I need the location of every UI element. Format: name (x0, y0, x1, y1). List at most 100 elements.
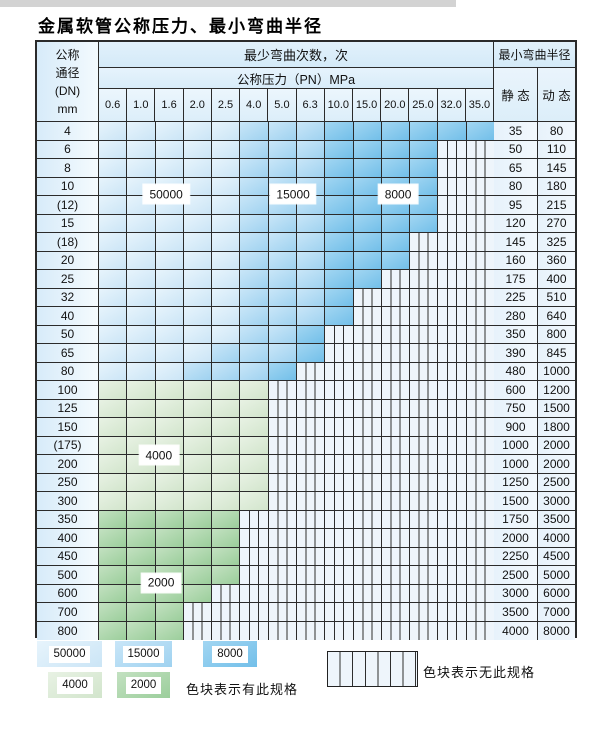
pressure-col-header: 6.3 (296, 89, 325, 121)
spec-cell-b2 (268, 344, 297, 362)
static-value-cell: 95 (494, 196, 538, 214)
no-spec-cell (325, 344, 354, 362)
table-row: (18) 145 325 (37, 233, 575, 252)
spec-cell-b1 (212, 251, 241, 269)
dn-cell: 50 (37, 325, 99, 343)
spec-cell-b1 (212, 122, 241, 140)
table-row: 40 280 640 (37, 307, 575, 326)
spec-cell-b3 (353, 196, 382, 214)
pressure-col-header: 20.0 (381, 89, 410, 121)
spec-cell-b2 (240, 140, 269, 158)
spec-cell-b3 (325, 307, 354, 325)
no-spec-cell (381, 381, 411, 399)
no-spec-cell (438, 270, 467, 288)
spec-cell-b1 (212, 196, 241, 214)
spec-cell-b1 (183, 159, 213, 177)
legend-swatch-label: 8000 (212, 645, 248, 663)
dn-header-line: 公称 (55, 47, 80, 62)
no-spec-cell (381, 510, 411, 528)
spec-cell-b2 (240, 307, 269, 325)
spec-cell-b1 (155, 288, 184, 306)
no-spec-cell (212, 621, 241, 640)
dn-cell: 8 (37, 159, 99, 177)
no-spec-cell (381, 436, 411, 454)
no-spec-cell (438, 214, 467, 232)
spec-cell-g1 (99, 418, 128, 436)
no-spec-cell (353, 381, 382, 399)
spec-cell-b1 (99, 214, 128, 232)
spec-cells (99, 529, 494, 547)
no-spec-cell (438, 621, 467, 640)
no-spec-cell (296, 399, 326, 417)
spec-cell-b3 (410, 159, 439, 177)
spec-cell-b1 (212, 288, 241, 306)
spec-cell-b3 (381, 159, 411, 177)
spec-cell-b2 (296, 214, 326, 232)
spec-cell-b3 (353, 140, 382, 158)
spec-cell-g2 (99, 529, 128, 547)
dynamic-value-cell: 400 (538, 270, 575, 288)
radius-header: 最小弯曲半径 (494, 42, 575, 68)
static-value-cell: 225 (494, 288, 538, 306)
table-row: 600 3000 6000 (37, 584, 575, 603)
no-spec-cell (381, 325, 411, 343)
spec-cell-b1 (183, 288, 213, 306)
spec-cells (99, 492, 494, 510)
no-spec-cell (268, 584, 297, 602)
no-spec-cell (466, 251, 494, 269)
no-spec-cell (438, 492, 467, 510)
spec-cell-b1 (127, 251, 156, 269)
no-spec-cell (325, 362, 354, 380)
no-spec-cell (466, 510, 494, 528)
static-value-cell: 3500 (494, 603, 538, 621)
no-spec-cell (438, 436, 467, 454)
static-value-cell: 390 (494, 344, 538, 362)
no-spec-cell (353, 288, 382, 306)
spec-cell-g2 (212, 547, 241, 565)
spec-cell-b2 (240, 122, 269, 140)
no-spec-cell (325, 492, 354, 510)
no-spec-cell (466, 603, 494, 621)
dn-cell: 20 (37, 251, 99, 269)
cycle-count-label: 8000 (378, 184, 418, 204)
spec-cell-b1 (99, 251, 128, 269)
no-spec-cell (268, 436, 297, 454)
spec-cell-b1 (155, 325, 184, 343)
dn-cell: (175) (37, 436, 99, 454)
dynamic-value-cell: 1200 (538, 381, 575, 399)
table-row: 200 1000 2000 (37, 455, 575, 474)
spec-cell-b3 (353, 177, 382, 195)
spec-cell-b1 (127, 233, 156, 251)
static-value-cell: 350 (494, 325, 538, 343)
no-spec-cell (240, 510, 269, 528)
spec-cell-b2 (268, 251, 297, 269)
no-spec-cell (410, 603, 439, 621)
spec-cell-g1 (240, 436, 269, 454)
no-spec-cell (381, 566, 411, 584)
no-spec-cell (410, 325, 439, 343)
no-spec-cell (438, 140, 467, 158)
spec-cell-b3 (353, 122, 382, 140)
no-spec-cell (438, 344, 467, 362)
spec-cell-g2 (155, 621, 184, 640)
no-spec-cell (325, 621, 354, 640)
spec-cell-g2 (99, 566, 128, 584)
spec-cell-b1 (99, 233, 128, 251)
spec-cell-g2 (99, 621, 128, 640)
pressure-header: 公称压力（PN）MPa (99, 67, 493, 90)
no-spec-cell (353, 307, 382, 325)
table-row: 400 2000 4000 (37, 529, 575, 548)
spec-cell-g1 (183, 381, 213, 399)
spec-cell-g2 (127, 603, 156, 621)
no-spec-cell (353, 492, 382, 510)
no-spec-cell (353, 344, 382, 362)
spec-cell-b1 (183, 251, 213, 269)
dn-cell: 32 (37, 288, 99, 306)
spec-cell-b3 (325, 288, 354, 306)
spec-cell-b2 (268, 307, 297, 325)
no-spec-cell (381, 270, 411, 288)
no-spec-cell (268, 455, 297, 473)
spec-cell-b1 (127, 362, 156, 380)
table-row: 350 1750 3500 (37, 510, 575, 529)
no-spec-cell (466, 566, 494, 584)
